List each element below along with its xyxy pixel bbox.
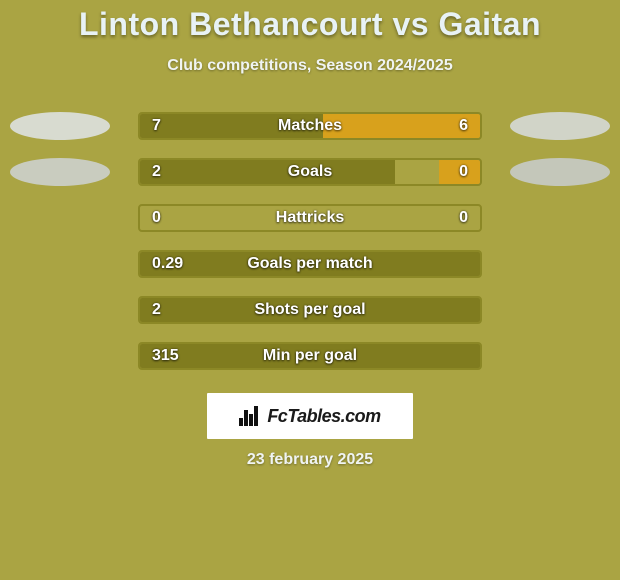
stat-label: Matches [278,117,342,135]
stat-label: Goals [288,163,332,181]
stat-bar-track: 315 Min per goal [138,342,482,370]
subtitle: Club competitions, Season 2024/2025 [0,57,620,75]
stat-left-value: 2 [152,301,161,319]
stat-right-value: 0 [459,163,468,181]
stat-right-value: 6 [459,117,468,135]
stats-container: 7 Matches 6 2 Goals 0 0 Hattricks 0 0.29 Goals per… [0,103,620,379]
page-title: Linton Bethancourt vs Gaitan [0,0,620,43]
stat-label: Goals per match [247,255,372,273]
player-right-ellipse [510,112,610,140]
stat-label: Hattricks [276,209,344,227]
stat-left-value: 0.29 [152,255,183,273]
player-left-ellipse [10,158,110,186]
stat-bar-fill-right [323,114,480,138]
stat-row: 7 Matches 6 [0,103,620,149]
stat-row: 0 Hattricks 0 [0,195,620,241]
date-label: 23 february 2025 [0,451,620,469]
stat-bar-track: 0 Hattricks 0 [138,204,482,232]
stat-bar-track: 2 Shots per goal [138,296,482,324]
stat-row: 0.29 Goals per match [0,241,620,287]
stat-label: Shots per goal [254,301,365,319]
stat-label: Min per goal [263,347,357,365]
stat-bar-track: 2 Goals 0 [138,158,482,186]
stat-right-value: 0 [459,209,468,227]
stat-bar-track: 0.29 Goals per match [138,250,482,278]
stat-left-value: 7 [152,117,161,135]
player-left-ellipse [10,112,110,140]
stat-bar-track: 7 Matches 6 [138,112,482,140]
stat-left-value: 0 [152,209,161,227]
stat-left-value: 315 [152,347,179,365]
logo-text: FcTables.com [267,406,380,427]
stat-row: 2 Shots per goal [0,287,620,333]
logo-bars-icon [239,406,261,426]
stat-row: 315 Min per goal [0,333,620,379]
player-right-ellipse [510,158,610,186]
stat-bar-fill-left [140,160,395,184]
stat-row: 2 Goals 0 [0,149,620,195]
fctables-logo: FcTables.com [207,393,413,439]
stat-left-value: 2 [152,163,161,181]
